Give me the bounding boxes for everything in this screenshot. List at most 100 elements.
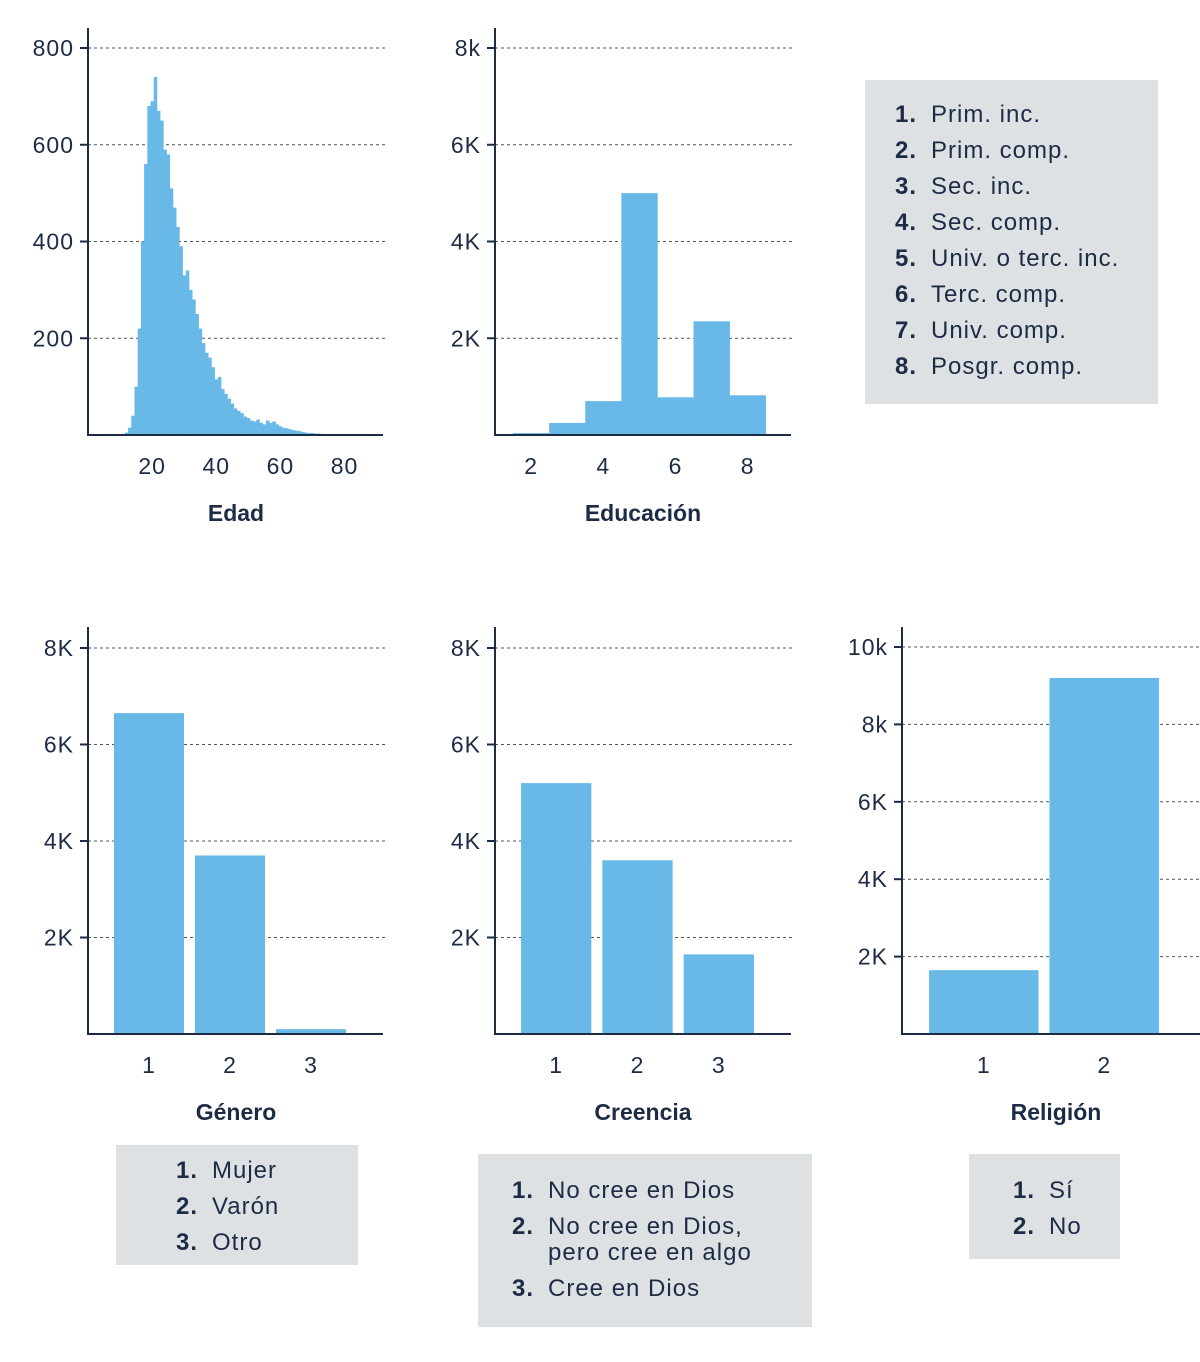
histogram-bar bbox=[269, 422, 273, 435]
histogram-bar bbox=[176, 226, 180, 435]
legend-item-number: 1. bbox=[1013, 1177, 1036, 1204]
bar bbox=[602, 860, 673, 1034]
legend-item-label: Posgr. comp. bbox=[931, 353, 1084, 380]
y-tick-label: 8K bbox=[451, 635, 481, 661]
legend-item-label: Mujer bbox=[212, 1157, 278, 1184]
histogram-bar bbox=[179, 246, 183, 435]
histogram-bar bbox=[189, 289, 193, 435]
histogram-bar bbox=[621, 193, 658, 435]
legend-item-number: 4. bbox=[895, 209, 918, 236]
histogram-bar bbox=[166, 154, 171, 436]
histogram-bar bbox=[291, 430, 296, 435]
x-tick-label: 1 bbox=[142, 1052, 156, 1078]
legend-item-label: No cree en Dios bbox=[548, 1177, 736, 1204]
x-axis-label: Religión bbox=[1011, 1099, 1102, 1125]
histogram-bar bbox=[549, 422, 586, 435]
legend-item-number: 2. bbox=[895, 137, 918, 164]
x-tick-label: 8 bbox=[741, 453, 755, 479]
x-tick-label: 2 bbox=[1097, 1052, 1111, 1078]
y-tick-label: 6K bbox=[44, 732, 74, 758]
x-tick-label: 4 bbox=[596, 453, 610, 479]
histogram-bar bbox=[275, 424, 280, 435]
histogram-bar bbox=[237, 410, 241, 435]
histogram-bar bbox=[288, 429, 292, 435]
histogram-bar bbox=[156, 110, 161, 435]
legend-item: 6. Terc. comp. bbox=[895, 282, 1158, 308]
histogram-bar bbox=[160, 120, 164, 435]
legend-item: 2. Varón bbox=[176, 1194, 358, 1220]
histogram-bar bbox=[211, 367, 215, 435]
histogram-bar bbox=[246, 418, 251, 435]
histogram-bar bbox=[259, 422, 264, 435]
legend-item-label: Prim. comp. bbox=[931, 137, 1071, 164]
legend-item: 1. Sí bbox=[1013, 1178, 1120, 1204]
histogram-bar bbox=[304, 432, 308, 435]
bar bbox=[195, 855, 265, 1034]
y-tick-label: 8K bbox=[44, 635, 74, 661]
legend-item-number: 2. bbox=[512, 1213, 535, 1240]
x-tick-label: 2 bbox=[631, 1052, 645, 1078]
histogram-bar bbox=[150, 101, 155, 436]
legend-item: 1. Mujer bbox=[176, 1158, 358, 1184]
legend-item-number: 6. bbox=[895, 281, 918, 308]
x-axis-label: Creencia bbox=[594, 1099, 691, 1125]
legend-item-number: 5. bbox=[895, 245, 918, 272]
legend-genero: 1. Mujer 2. Varón 3. Otro bbox=[116, 1145, 358, 1265]
histogram-bar bbox=[172, 207, 177, 435]
y-tick-label: 8k bbox=[455, 35, 481, 61]
legend-item: 8. Posgr. comp. bbox=[895, 354, 1158, 380]
histogram-bar bbox=[253, 421, 257, 435]
legend-item-number: 2. bbox=[176, 1193, 199, 1220]
legend-item: 2. No cree en Dios, pero cree en algo bbox=[512, 1214, 812, 1266]
histogram-bar bbox=[153, 77, 158, 436]
histogram-bar bbox=[163, 149, 167, 435]
y-tick-label: 6K bbox=[451, 132, 481, 158]
legend-item-label: Otro bbox=[212, 1229, 263, 1256]
histogram-bar bbox=[192, 299, 196, 435]
legend-item-number: 1. bbox=[512, 1177, 535, 1204]
legend-item: 5. Univ. o terc. inc. bbox=[895, 246, 1158, 272]
histogram-bar bbox=[301, 432, 305, 435]
histogram-bar bbox=[169, 188, 174, 435]
x-tick-label: 80 bbox=[331, 453, 359, 479]
x-tick-label: 3 bbox=[304, 1052, 318, 1078]
histogram-bar bbox=[243, 416, 248, 435]
legend-item-label: Varón bbox=[212, 1193, 280, 1220]
legend-item: 1. No cree en Dios bbox=[512, 1178, 812, 1204]
histogram-bar bbox=[140, 241, 145, 435]
histogram-bar bbox=[230, 403, 235, 435]
histogram-bar bbox=[224, 393, 228, 435]
legend-item-label: Sí bbox=[1049, 1177, 1074, 1204]
y-tick-label: 200 bbox=[33, 325, 74, 351]
legend-creencia: 1. No cree en Dios 2. No cree en Dios, pero… bbox=[478, 1154, 812, 1327]
histogram-bar bbox=[657, 397, 694, 435]
x-tick-label: 6 bbox=[669, 453, 683, 479]
histogram-bar bbox=[208, 357, 212, 435]
histogram-bar bbox=[217, 376, 222, 435]
histogram-bar bbox=[262, 424, 267, 435]
histogram-bar bbox=[265, 420, 270, 435]
x-tick-label: 60 bbox=[267, 453, 295, 479]
legend-item-label: Univ. comp. bbox=[931, 317, 1067, 344]
legend-item-label: Univ. o terc. inc. bbox=[931, 245, 1120, 272]
x-axis-label: Género bbox=[196, 1099, 277, 1125]
y-tick-label: 6K bbox=[451, 732, 481, 758]
legend-item-number: 2. bbox=[1013, 1213, 1036, 1240]
bar bbox=[683, 954, 754, 1034]
legend-item-label: No bbox=[1049, 1213, 1082, 1240]
x-axis-label: Educación bbox=[585, 500, 701, 526]
histogram-bar bbox=[124, 432, 129, 435]
y-tick-label: 2K bbox=[451, 925, 481, 951]
legend-item: 4. Sec. comp. bbox=[895, 210, 1158, 236]
y-tick-label: 10k bbox=[848, 634, 888, 660]
legend-item-number: 1. bbox=[176, 1157, 199, 1184]
histogram-bar bbox=[198, 328, 203, 435]
histogram-bar bbox=[294, 430, 299, 435]
legend-educacion: 1. Prim. inc. 2. Prim. comp. 3. Sec. inc. 4. Se… bbox=[865, 80, 1158, 404]
histogram-bar bbox=[729, 395, 767, 435]
histogram-bar bbox=[137, 328, 142, 435]
bar bbox=[929, 970, 1039, 1034]
legend-item-number: 3. bbox=[176, 1229, 199, 1256]
legend-religion: 1. Sí 2. No bbox=[969, 1154, 1120, 1259]
legend-item: 3. Cree en Dios bbox=[512, 1276, 812, 1302]
